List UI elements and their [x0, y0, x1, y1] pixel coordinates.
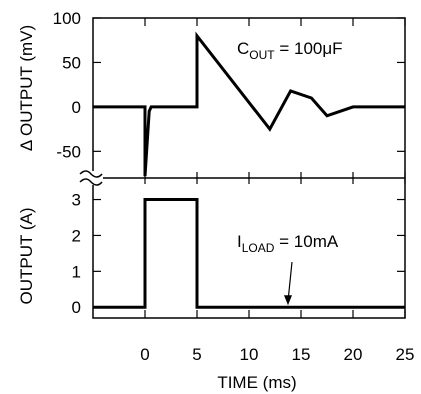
xtick-label: 20	[344, 345, 363, 364]
upper-ytick-label: 50	[62, 53, 81, 72]
xtick-label: 5	[192, 345, 201, 364]
annotation-arrow-line	[287, 261, 293, 302]
lower-series-line	[93, 198, 405, 309]
x-axis-label: TIME (ms)	[217, 373, 296, 392]
lower-ytick-label: 2	[72, 226, 81, 245]
annotation-arrow-head	[284, 295, 292, 306]
xtick-label: 10	[240, 345, 259, 364]
axis-break-mark-bottom	[79, 178, 103, 186]
lower-ytick-label: 1	[72, 262, 81, 281]
upper-ytick-label: 0	[72, 98, 81, 117]
xtick-label: 25	[396, 345, 415, 364]
xtick-label: 15	[292, 345, 311, 364]
lower-annotation: ILOAD = 10mA	[237, 232, 339, 255]
upper-series-line	[93, 31, 405, 177]
axis-break-mark-top	[79, 170, 103, 178]
xtick-label: 0	[140, 345, 149, 364]
upper-ytick-label: 100	[53, 9, 81, 28]
upper-y-axis-label: Δ OUTPUT (mV)	[17, 25, 36, 151]
lower-y-axis-label: OUTPUT (A)	[17, 208, 36, 305]
upper-annotation: COUT = 100μF	[237, 39, 343, 62]
upper-ytick-label: -50	[56, 142, 81, 161]
lower-ytick-label: 3	[72, 191, 81, 210]
lower-ytick-label: 0	[72, 298, 81, 317]
plot-frame	[92, 17, 406, 319]
